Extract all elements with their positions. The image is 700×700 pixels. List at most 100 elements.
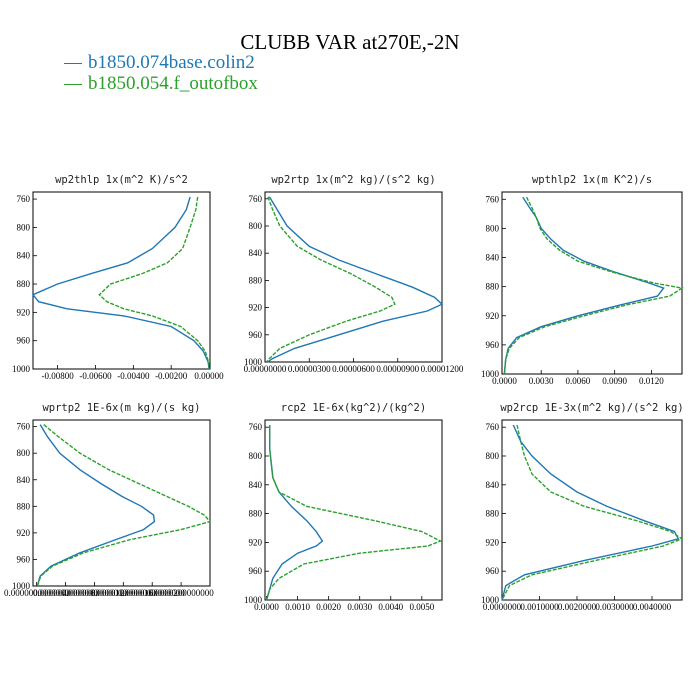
x-tick-label-2-4: 0.0120	[639, 376, 664, 386]
y-tick-label-5-4: 920	[486, 537, 500, 547]
series-line-5-0	[501, 424, 680, 601]
legend-swatch-0	[64, 63, 82, 65]
x-tick-label-2-2: 0.0060	[566, 376, 591, 386]
plot-frame-1	[264, 191, 443, 363]
y-tick-label-0-1: 800	[17, 222, 31, 232]
y-tick-label-0-5: 960	[17, 336, 31, 346]
series-line-1-0	[267, 196, 444, 363]
series-line-2-0	[503, 196, 665, 375]
y-tick-label-4-3: 880	[249, 509, 263, 519]
x-tick-label-2-1: 0.0030	[529, 376, 554, 386]
x-tick-label-2-3: 0.0090	[602, 376, 627, 386]
y-tick-label-3-6: 1000	[12, 581, 31, 591]
x-tick-label-4-4: 0.0040	[378, 602, 403, 612]
legend-swatch-1	[64, 84, 82, 86]
y-tick-label-4-5: 960	[249, 566, 263, 576]
x-tick-label-5-4: 0.0040000	[633, 602, 672, 612]
x-tick-label-4-5: 0.0050	[409, 602, 434, 612]
chart-panel-0: wp2thlp 1x(m^2 K)/s^2 760 800 840 880 920 960 1…	[12, 174, 224, 381]
y-tick-label-4-6: 1000	[244, 595, 263, 605]
chart-title-4: rcp2 1E-6x(kg^2)/(kg^2)	[281, 402, 426, 414]
y-tick-label-3-5: 960	[17, 554, 31, 564]
y-tick-label-2-2: 840	[486, 253, 500, 263]
y-tick-label-4-0: 760	[249, 422, 263, 432]
chart-title-1: wp2rtp 1x(m^2 kg)/(s^2 kg)	[271, 174, 435, 186]
y-tick-label-5-6: 1000	[481, 595, 500, 605]
x-tick-label-3-4: 0.0000160000000	[120, 588, 186, 598]
plot-frame-5	[501, 419, 683, 601]
y-tick-label-4-1: 800	[249, 451, 263, 461]
y-tick-label-4-2: 840	[249, 480, 263, 490]
chart-title-2: wpthlp2 1x(m K^2)/s	[532, 174, 652, 186]
x-tick-label-4-2: 0.0020	[316, 602, 341, 612]
y-tick-label-5-1: 800	[486, 451, 500, 461]
plot-frame-2	[501, 191, 683, 375]
y-tick-label-3-0: 760	[17, 422, 31, 432]
y-tick-label-1-5: 960	[249, 330, 263, 340]
x-tick-label-0-0: -0.00800	[41, 371, 74, 381]
chart-panel-5: wp2rcp 1E-3x(m^2 kg)/(s^2 kg)760 800 840 88…	[481, 402, 684, 612]
series-line-4-0	[265, 425, 324, 601]
y-tick-label-5-2: 840	[486, 480, 500, 490]
chart-panel-4: rcp2 1E-6x(kg^2)/(kg^2) 760 800 840 880 920 96…	[244, 402, 443, 612]
y-tick-label-3-4: 920	[17, 528, 31, 538]
plot-frame-3	[32, 419, 211, 587]
x-tick-label-1-2: 0.00000600	[332, 364, 375, 374]
x-tick-label-1-4: 0.00001200	[421, 364, 464, 374]
chart-title-3: wprtp2 1E-6x(m kg)/(s kg)	[42, 402, 200, 414]
x-tick-label-5-3: 0.0030000	[595, 602, 634, 612]
y-tick-label-1-6: 1000	[244, 357, 263, 367]
x-tick-label-3-2: 0.0000080000000	[62, 588, 128, 598]
series-line-1-1	[265, 196, 396, 363]
y-tick-label-1-2: 840	[249, 248, 263, 258]
y-tick-label-1-0: 760	[249, 194, 263, 204]
x-tick-label-0-3: -0.00200	[155, 371, 188, 381]
series-line-4-1	[265, 425, 443, 601]
y-tick-label-0-3: 880	[17, 279, 31, 289]
chart-panel-1: wp2rtp 1x(m^2 kg)/(s^2 kg) 760 800 840 880 92…	[244, 174, 464, 374]
plot-frame-0	[32, 191, 211, 370]
y-tick-label-3-3: 880	[17, 501, 31, 511]
x-tick-label-0-1: -0.00600	[79, 371, 112, 381]
figure-title: CLUBB VAR at270E,-2N	[240, 30, 460, 54]
y-tick-label-0-0: 760	[17, 194, 31, 204]
chart-panel-2: wpthlp2 1x(m K^2)/s 760 800 840 880 920 960 100…	[481, 174, 684, 386]
x-tick-label-4-1: 0.0010	[285, 602, 310, 612]
series-line-5-1	[501, 424, 684, 601]
chart-title-5: wp2rcp 1E-3x(m^2 kg)/(s^2 kg)	[500, 402, 683, 414]
chart-panel-3: wprtp2 1E-6x(m kg)/(s kg) 760 800 840 880 920…	[4, 402, 214, 598]
x-tick-label-0-4: 0.00000	[194, 371, 224, 381]
y-tick-label-2-0: 760	[486, 194, 500, 204]
y-tick-label-2-6: 1000	[481, 369, 500, 379]
y-tick-label-2-5: 960	[486, 340, 500, 350]
y-tick-label-0-4: 920	[17, 307, 31, 317]
x-tick-label-2-0: 0.0000	[492, 376, 517, 386]
x-tick-label-3-1: 0.0000040000000	[33, 588, 99, 598]
x-tick-label-1-1: 0.00000300	[288, 364, 331, 374]
x-tick-label-5-0: 0.0000000	[483, 602, 522, 612]
y-tick-label-5-0: 760	[486, 422, 500, 432]
series-line-3-1	[36, 424, 212, 587]
y-tick-label-0-6: 1000	[12, 364, 31, 374]
legend-label-1: b1850.054.f_outofbox	[88, 73, 258, 94]
y-tick-label-1-3: 880	[249, 275, 263, 285]
y-tick-label-5-3: 880	[486, 509, 500, 519]
y-tick-label-2-4: 920	[486, 311, 500, 321]
x-tick-label-4-0: 0.0000	[254, 602, 279, 612]
x-tick-label-3-5: 0.0000200000000	[148, 588, 214, 598]
x-tick-label-0-2: -0.00400	[117, 371, 150, 381]
y-tick-label-1-1: 800	[249, 221, 263, 231]
y-tick-label-3-2: 840	[17, 475, 31, 485]
x-tick-label-3-0: 0.0000000000000	[4, 588, 70, 598]
x-tick-label-4-3: 0.0030	[347, 602, 372, 612]
y-tick-label-1-4: 920	[249, 303, 263, 313]
x-tick-label-5-1: 0.0010000	[520, 602, 559, 612]
x-tick-label-3-3: 0.0000120000000	[91, 588, 157, 598]
x-tick-label-1-0: 0.00000000	[244, 364, 287, 374]
y-tick-label-0-2: 840	[17, 251, 31, 261]
series-line-3-0	[36, 424, 156, 587]
chart-title-0: wp2thlp 1x(m^2 K)/s^2	[55, 174, 188, 186]
x-tick-label-1-3: 0.00000900	[376, 364, 419, 374]
